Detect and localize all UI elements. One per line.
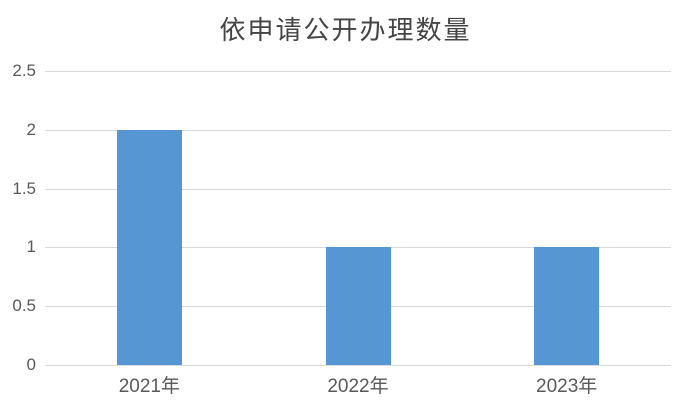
bar-2023: [534, 247, 600, 365]
bar-2021: [116, 129, 182, 365]
chart-title: 依申请公开办理数量: [219, 16, 472, 46]
gridline: [45, 71, 671, 72]
y-tick-label: 0: [26, 355, 36, 374]
gridline: [45, 188, 671, 190]
y-tick-label: 0.5: [12, 296, 36, 316]
bar-2022: [325, 247, 391, 365]
x-tick-label: 2022年: [327, 376, 389, 397]
x-tick-label: 2021年: [118, 376, 180, 397]
gridline: [45, 129, 671, 131]
x-tick-label: 2023年: [536, 376, 598, 397]
y-tick-label: 2: [26, 119, 36, 139]
y-tick-label: 1.5: [12, 178, 36, 198]
y-tick-label: 2.5: [12, 61, 36, 80]
x-axis-line: [45, 365, 671, 366]
y-tick-label: 1: [26, 237, 36, 257]
